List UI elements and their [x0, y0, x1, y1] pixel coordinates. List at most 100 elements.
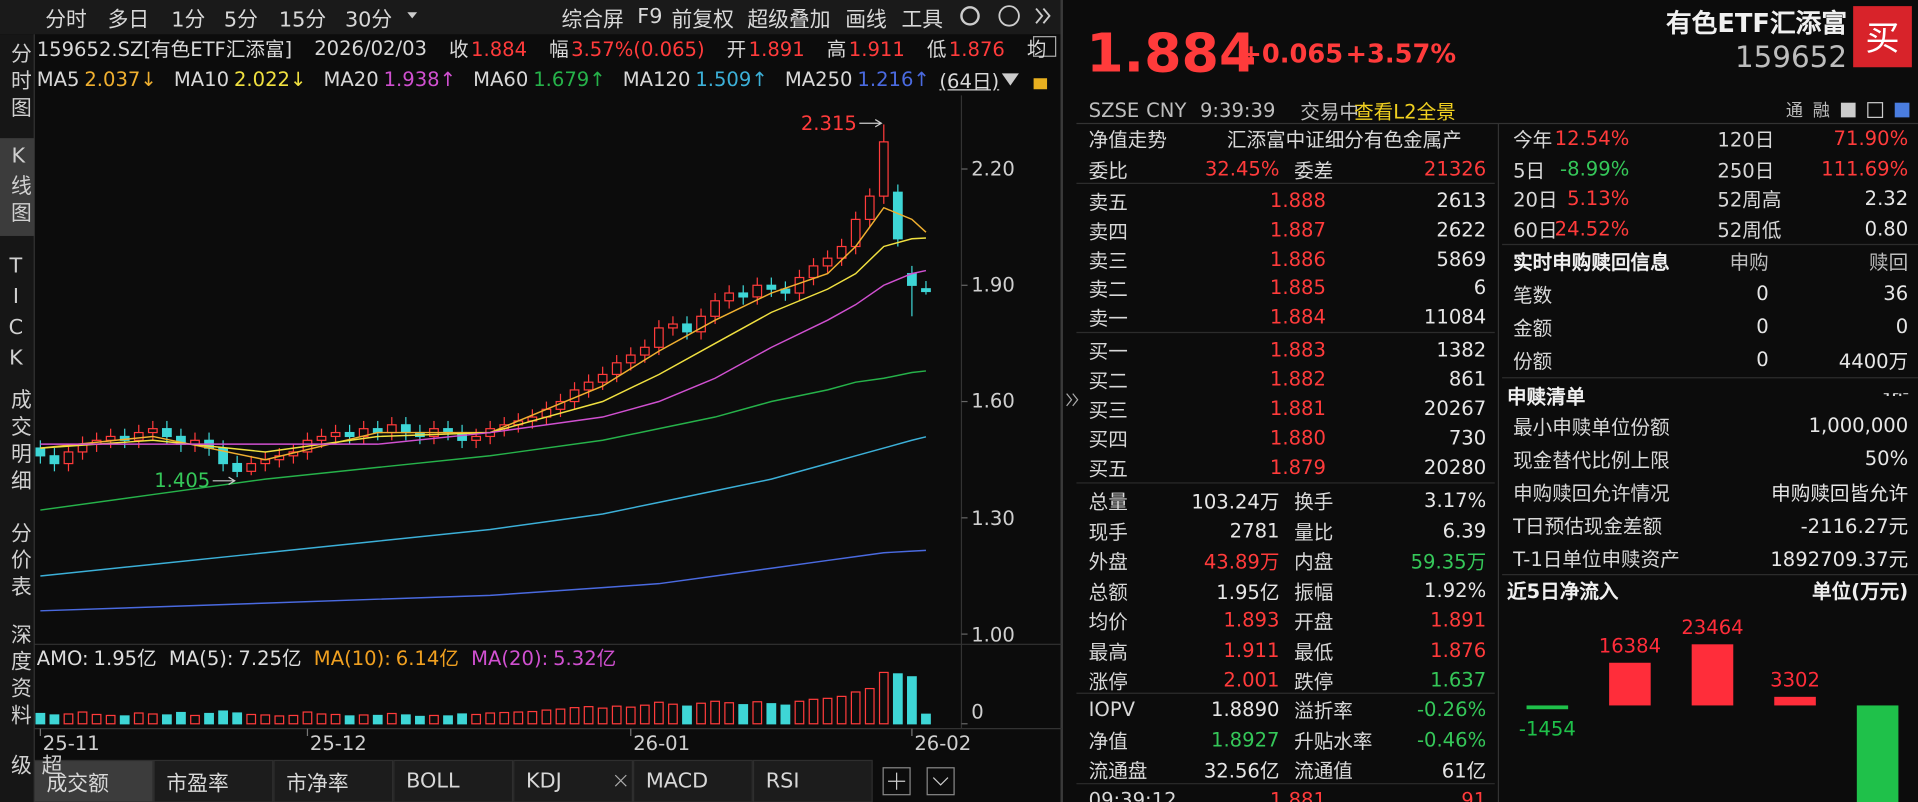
ma-legend-entry: MA250 1.216↑ — [785, 68, 930, 91]
tool-icon[interactable] — [1867, 102, 1884, 118]
indicator-tab[interactable]: RSI — [765, 769, 800, 794]
candle-body — [583, 381, 594, 391]
volume-bar — [358, 714, 369, 725]
last-price: 1.884 — [1086, 22, 1257, 85]
tool-button[interactable]: 超级叠加 — [747, 7, 831, 33]
ma-line — [40, 237, 927, 453]
volume-legend-entry: MA(5): 7.25亿 — [169, 642, 302, 671]
indicator-tab[interactable]: MACD — [645, 769, 709, 794]
menu-icon[interactable] — [932, 777, 949, 786]
period-tab[interactable]: 分时 — [45, 7, 87, 33]
ma-legend-entry: MA5 2.037↓ — [37, 68, 157, 91]
dropdown-icon[interactable] — [407, 12, 418, 19]
stat-label: IOPV — [1088, 697, 1136, 721]
candle-body — [597, 373, 608, 383]
stat-label: 总额 — [1088, 580, 1128, 604]
volume-bar — [471, 713, 482, 725]
candle-body — [696, 315, 706, 333]
toolbar-bg — [0, 0, 1062, 35]
tool-button[interactable]: 画线 — [845, 7, 887, 33]
candle-body — [63, 451, 74, 465]
side-tab[interactable]: TICK — [3, 254, 29, 377]
add-tab-icon[interactable] — [882, 767, 911, 796]
tool-icon[interactable] — [1840, 102, 1856, 118]
text: 1.509↑ — [695, 67, 768, 92]
volume-bar — [569, 707, 580, 725]
volume-bar — [246, 713, 257, 725]
help-icon[interactable] — [998, 5, 1020, 27]
candle-body — [724, 292, 735, 302]
volume-bar — [864, 687, 875, 725]
tool-button[interactable]: 工具 — [901, 7, 944, 33]
side-tab[interactable]: K线图 — [6, 144, 31, 229]
volume-bar — [274, 715, 285, 725]
section-title: 近5日净流入 — [1506, 579, 1619, 603]
tool-button[interactable]: 前复权 — [671, 7, 734, 33]
text: 高 — [826, 37, 847, 62]
buy-button-bg[interactable] — [1853, 6, 1912, 68]
period-tab[interactable]: 5分 — [223, 7, 258, 33]
buy-button[interactable]: 买 — [1865, 18, 1900, 59]
ma-legend-entry: MA120 1.509↑ — [623, 68, 768, 91]
text: 低 — [926, 37, 947, 62]
period-selector[interactable]: (64日) — [939, 69, 1000, 93]
indicator-tab[interactable]: 成交额 — [46, 772, 109, 797]
inflow-bar — [1774, 696, 1816, 706]
text: MA5 — [36, 67, 80, 92]
l2-link[interactable]: 查看L2全景 — [1354, 100, 1456, 124]
volume-bar — [457, 713, 467, 725]
settings-icon[interactable] — [960, 6, 980, 26]
volume-bar — [836, 695, 847, 725]
expand-icon[interactable] — [1066, 393, 1079, 407]
period-tab[interactable]: 1分 — [171, 7, 206, 33]
lock-icon[interactable] — [1033, 78, 1048, 90]
side-tab[interactable]: 超级 — [6, 754, 62, 782]
side-tab[interactable]: 成交明细 — [6, 388, 31, 497]
row-value: 1,000,000 — [1808, 413, 1909, 438]
menu-icon[interactable] — [926, 767, 955, 796]
tab-bg — [752, 759, 873, 802]
stat-label: 升贴水率 — [1294, 729, 1373, 753]
stat-value: 3.17% — [1424, 488, 1487, 512]
dropdown-icon[interactable] — [1001, 73, 1019, 86]
stat-value: 1.8927 — [1210, 727, 1280, 751]
row-label: 申购赎回允许情况 — [1513, 481, 1670, 505]
y-tick-label: 2.20 — [971, 157, 1015, 181]
side-tab[interactable]: 分价表 — [6, 522, 31, 603]
indicator-tab[interactable]: BOLL — [406, 769, 460, 794]
side-tab[interactable]: 深度资料 — [6, 623, 31, 732]
collapse-icon[interactable] — [1035, 7, 1051, 24]
return-value: 24.52% — [1554, 216, 1630, 240]
row-value: -2116.27元 — [1800, 514, 1909, 538]
level-label: 卖四 — [1088, 219, 1128, 244]
return-value: 5.13% — [1567, 186, 1630, 210]
tool-button[interactable]: 综合屏 — [561, 7, 624, 33]
text: MA250 — [784, 67, 853, 92]
period-tab[interactable]: 30分 — [344, 7, 393, 33]
more[interactable]: ··· — [1884, 383, 1904, 407]
volume-bar — [527, 710, 538, 725]
indicator-tab[interactable]: 市净率 — [286, 772, 349, 797]
text: 3.57%(0.065) — [571, 37, 705, 62]
side-tab[interactable]: 分时图 — [6, 42, 31, 124]
annotation: 1.405 — [154, 469, 211, 493]
stat-label: 内盘 — [1294, 550, 1334, 574]
volume-legend-entry: MA(10): 6.14亿 — [314, 642, 459, 671]
tool-button[interactable]: F9 — [637, 4, 663, 30]
stat-value: 1.876 — [1430, 638, 1487, 662]
return-label: 52周低 — [1717, 218, 1782, 242]
text: 均 — [1026, 37, 1047, 62]
active-tab-bg — [0, 138, 35, 236]
tool-icon[interactable] — [1894, 102, 1910, 118]
screen-icon[interactable] — [1032, 36, 1057, 57]
close-tab-icon[interactable] — [614, 774, 627, 787]
level-volume: 20267 — [1423, 396, 1487, 420]
ma-legend: MA5 2.037↓ MA10 2.022↓ MA20 1.938↑ MA60 1.679↑ M… — [37, 68, 930, 91]
candle-body — [147, 428, 158, 434]
period-tab[interactable]: 多日 — [107, 7, 150, 33]
add-tab-icon[interactable] — [888, 772, 906, 790]
indicator-tab[interactable]: KDJ — [525, 769, 562, 794]
period-tab[interactable]: 15分 — [278, 7, 327, 33]
indicator-tab[interactable]: 市盈率 — [166, 772, 229, 797]
